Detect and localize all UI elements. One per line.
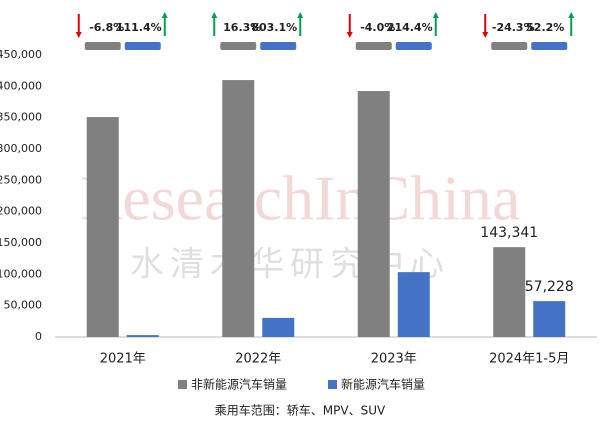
y-tick-label: 0	[35, 330, 42, 343]
growth-marker	[84, 42, 121, 50]
growth-arrow-head	[297, 12, 304, 18]
watermark: 水清木华研究中心	[130, 245, 450, 285]
x-tick-label: 2024年1-5月	[489, 352, 569, 367]
y-tick-label: 200,000	[0, 205, 42, 218]
growth-arrow-head	[482, 32, 489, 38]
bar	[357, 91, 390, 338]
x-tick-label: 2021年	[100, 352, 146, 367]
growth-marker	[491, 42, 528, 50]
growth-label: -6.8%	[89, 21, 124, 34]
growth-marker	[531, 42, 568, 50]
y-tick-label: 400,000	[0, 79, 42, 92]
y-tick-label: 300,000	[0, 142, 42, 155]
growth-marker	[395, 42, 432, 50]
growth-label: 111.4%	[116, 21, 162, 34]
growth-arrow-head	[75, 32, 82, 38]
bar	[126, 335, 159, 337]
y-tick-label: 50,000	[4, 299, 43, 312]
y-tick-label: 250,000	[0, 173, 42, 186]
growth-arrow-head	[432, 12, 439, 18]
growth-label: 214.4%	[387, 21, 433, 34]
growth-label: -24.3%	[492, 21, 535, 34]
legend-label: 非新能源汽车销量	[191, 377, 287, 392]
growth-label: 16.3%	[223, 21, 261, 34]
growth-marker	[124, 42, 161, 50]
y-tick-label: 150,000	[0, 236, 42, 249]
growth-label: -4.0%	[360, 21, 395, 34]
growth-arrow-head	[161, 12, 168, 18]
legend-swatch	[328, 380, 337, 389]
growth-label: 803.1%	[251, 21, 297, 34]
growth-marker	[355, 42, 392, 50]
growth-label: 52.2%	[526, 21, 564, 34]
x-tick-label: 2023年	[371, 352, 417, 367]
bar	[262, 317, 295, 337]
bar	[222, 80, 255, 338]
data-label: 143,341	[480, 225, 538, 241]
x-tick-label: 2022年	[235, 352, 281, 367]
bar	[493, 247, 526, 337]
legend-swatch	[178, 380, 187, 389]
bar	[397, 272, 430, 337]
growth-arrow-head	[211, 12, 218, 18]
footnote: 乘用车范围：轿车、MPV、SUV	[215, 403, 386, 418]
growth-marker	[260, 42, 297, 50]
y-tick-label: 100,000	[0, 267, 42, 280]
y-tick-label: 450,000	[0, 48, 42, 61]
growth-arrow-head	[346, 32, 353, 38]
data-label: 57,228	[525, 279, 574, 295]
growth-marker	[220, 42, 257, 50]
watermark: ResearchInChina	[80, 163, 521, 234]
legend-label: 新能源汽车销量	[341, 377, 425, 392]
growth-arrow-head	[568, 12, 575, 18]
y-tick-label: 350,000	[0, 111, 42, 124]
bar	[86, 117, 119, 337]
bar	[533, 301, 566, 337]
